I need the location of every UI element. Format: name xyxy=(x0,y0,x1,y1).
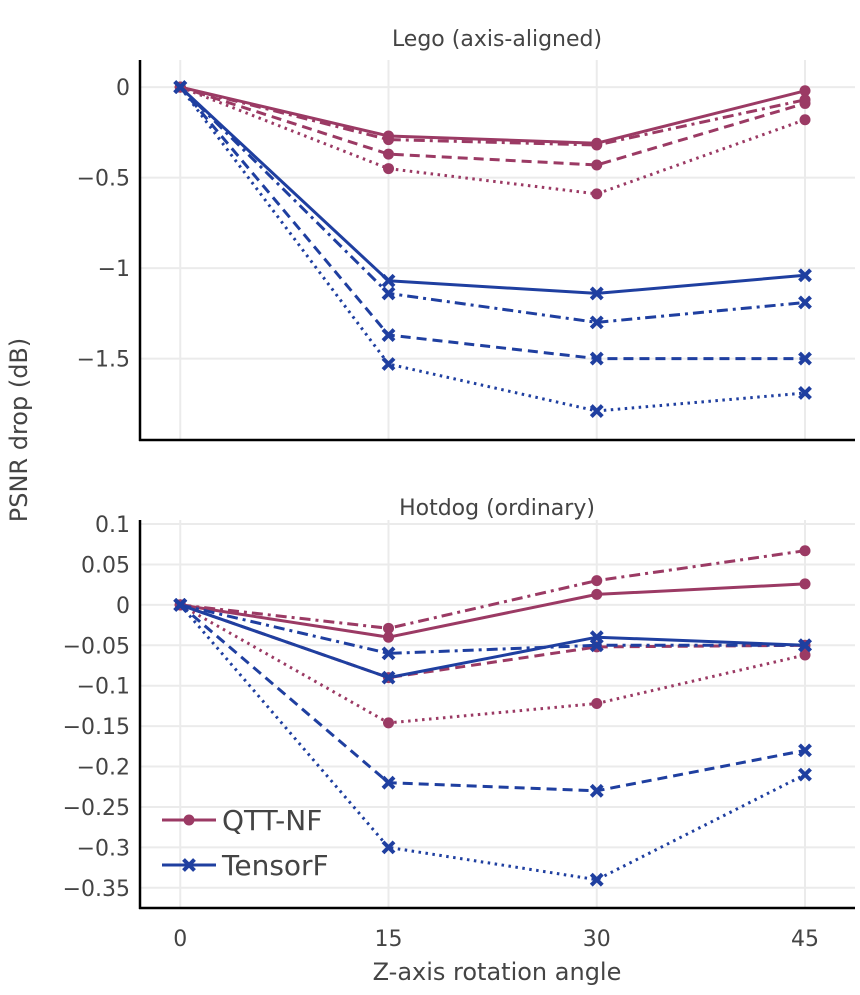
data-point xyxy=(591,697,603,709)
hotdog-panel: Hotdog (ordinary) 0.1 0.05 0 −0.05 −0.1 −0.15… xyxy=(63,496,855,910)
legend: QTT-NF TensorF xyxy=(162,804,329,882)
data-point xyxy=(173,597,188,612)
data-point xyxy=(589,351,604,366)
y-axis-title: PSNR drop (dB) xyxy=(5,338,33,523)
series-line xyxy=(179,86,806,324)
data-point xyxy=(381,357,396,371)
data-point xyxy=(589,404,604,418)
series-line xyxy=(179,603,806,680)
data-point xyxy=(799,85,811,97)
series-qtt-nf-dash xyxy=(174,81,811,171)
data-point xyxy=(799,97,811,109)
y-tick-label: −0.25 xyxy=(63,796,130,821)
data-point xyxy=(591,139,603,151)
lego-panel-title: Lego (axis-aligned) xyxy=(392,27,602,52)
lego-panel: Lego (axis-aligned) 0 −0.5 −1 −1.5 xyxy=(77,27,855,442)
series-line xyxy=(179,86,806,413)
series-line xyxy=(179,85,806,145)
series-line xyxy=(179,86,805,361)
data-point xyxy=(383,622,395,634)
data-point xyxy=(591,188,603,200)
data-point xyxy=(383,717,395,729)
y-tick-label: 0.05 xyxy=(81,553,130,578)
legend-marker-qtt-nf xyxy=(183,814,195,826)
series-tensorf-dash xyxy=(173,80,812,366)
series-qtt-nf-solid xyxy=(174,578,811,643)
x-axis-title: Z-axis rotation angle xyxy=(373,958,622,986)
data-point xyxy=(798,386,812,400)
data-point xyxy=(589,872,604,887)
data-point xyxy=(591,588,603,600)
gridlines xyxy=(140,60,855,440)
data-point xyxy=(799,545,811,557)
data-point xyxy=(381,840,396,855)
y-tick-label: −0.15 xyxy=(63,715,130,740)
y-tick-label: 0 xyxy=(116,594,130,619)
data-point xyxy=(589,286,604,301)
y-tick-label: −0.1 xyxy=(77,675,130,700)
data-point xyxy=(589,783,604,798)
data-point xyxy=(799,114,811,126)
data-point xyxy=(591,159,603,171)
y-tick-label: −0.35 xyxy=(63,877,130,902)
data-point xyxy=(798,268,812,283)
y-tick-label: −1.5 xyxy=(77,348,130,373)
data-point xyxy=(381,273,396,288)
legend-marker-tensorf xyxy=(182,858,196,872)
series-line xyxy=(179,603,806,680)
series-line xyxy=(179,85,806,147)
data-point xyxy=(383,134,395,146)
series-tensorf-dot xyxy=(173,80,812,418)
y-tick-label: 0 xyxy=(116,76,130,101)
data-point xyxy=(381,646,396,661)
data-point xyxy=(798,638,812,653)
data-point xyxy=(381,328,396,342)
series-line xyxy=(179,603,806,793)
series-line xyxy=(180,549,806,630)
series-line xyxy=(179,85,806,167)
data-point xyxy=(591,575,603,587)
data-point xyxy=(173,80,188,95)
series-qtt-nf-dashdot xyxy=(174,545,811,634)
y-tick-label: −0.3 xyxy=(77,836,130,861)
y-tick-label: −0.5 xyxy=(77,167,130,192)
data-point xyxy=(589,315,604,330)
series-qtt-nf-solid xyxy=(174,81,811,149)
y-tick-label: −1 xyxy=(98,257,130,282)
x-tick-label: 30 xyxy=(583,927,611,952)
series-tensorf-solid xyxy=(173,597,812,685)
data-point xyxy=(798,743,812,758)
y-tick-label: 0.1 xyxy=(95,513,130,538)
x-tick-label: 15 xyxy=(375,927,403,952)
data-point xyxy=(381,775,396,790)
data-point xyxy=(383,148,395,160)
legend-label-tensorf: TensorF xyxy=(221,849,329,882)
legend-label-qtt-nf: QTT-NF xyxy=(222,804,322,837)
x-tick-label: 45 xyxy=(791,927,819,952)
data-point xyxy=(589,638,604,653)
series-tensorf-dot xyxy=(173,597,812,887)
x-tick-label: 0 xyxy=(173,927,187,952)
data-point xyxy=(798,295,812,310)
data-point xyxy=(798,767,812,782)
series-line xyxy=(179,86,806,295)
series-line xyxy=(180,582,806,639)
series-line xyxy=(179,603,806,725)
data-point xyxy=(381,670,396,685)
data-point xyxy=(799,578,811,590)
data-point xyxy=(381,286,396,301)
data-point xyxy=(798,351,812,366)
y-tick-label: −0.2 xyxy=(77,756,130,781)
data-point xyxy=(799,649,811,661)
hotdog-panel-title: Hotdog (ordinary) xyxy=(399,496,595,521)
series-tensorf-dashdot xyxy=(173,597,812,661)
data-point xyxy=(383,631,395,643)
data-point xyxy=(383,163,395,175)
y-tick-label: −0.05 xyxy=(63,634,130,659)
series-line xyxy=(179,603,805,655)
